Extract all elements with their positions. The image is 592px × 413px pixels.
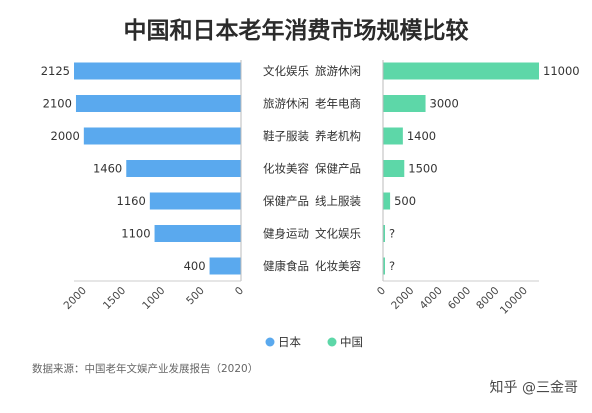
china-category-label-6: 文化娱乐 (315, 227, 361, 241)
china-category-label-4: 保健产品 (315, 162, 361, 176)
japan-bar-1 (74, 62, 241, 80)
china-tick-label-1: 0 (375, 285, 388, 298)
china-value-label-2: 3000 (430, 97, 459, 111)
watermark: 知乎 @三金哥 (490, 379, 578, 396)
japan-tick-label-4: 500 (184, 285, 207, 308)
china-bar-3 (383, 127, 403, 145)
japan-category-label-4: 化妆美容 (263, 162, 309, 176)
china-category-label-5: 线上服装 (315, 194, 361, 208)
chart-title: 中国和日本老年消费市场规模比较 (124, 17, 469, 44)
legend-label-japan: 日本 (278, 335, 301, 349)
china-tick-label-4: 6000 (446, 285, 473, 312)
japan-tick-label-3: 1000 (140, 285, 167, 312)
japan-tick-label-1: 2000 (62, 285, 89, 312)
japan-value-label-2: 2100 (43, 97, 72, 111)
china-tick-label-3: 4000 (417, 285, 444, 312)
china-value-label-5: 500 (394, 194, 416, 208)
japan-bar-7 (209, 257, 241, 275)
china-value-label-7: ? (389, 259, 395, 273)
china-bar-4 (383, 160, 405, 177)
japan-category-label-5: 保健产品 (263, 194, 309, 208)
japan-tick-label-5: 0 (233, 285, 246, 298)
japan-value-label-5: 1160 (117, 194, 146, 208)
japan-value-label-1: 2125 (41, 64, 70, 78)
china-bar-1 (383, 62, 539, 80)
japan-bar-6 (154, 225, 241, 242)
china-category-label-1: 旅游休闲 (315, 64, 361, 78)
japan-category-label-2: 旅游休闲 (263, 97, 309, 111)
japan-category-label-7: 健康食品 (263, 259, 309, 273)
china-category-label-2: 老年电商 (315, 97, 361, 111)
china-value-label-6: ? (389, 227, 395, 241)
china-bar-2 (383, 95, 426, 112)
japan-value-label-4: 1460 (93, 162, 122, 176)
china-bar-5 (383, 192, 391, 210)
japan-category-label-3: 鞋子服装 (263, 129, 309, 143)
legend: 日本 中国 (265, 335, 363, 349)
japan-category-label-1: 文化娱乐 (263, 64, 309, 78)
china-tick-label-2: 2000 (389, 285, 416, 312)
china-value-label-1: 11000 (543, 64, 580, 78)
legend-marker-japan (265, 337, 275, 347)
japan-bar-3 (83, 127, 241, 145)
source-note: 数据来源：中国老年文娱产业发展报告（2020） (32, 362, 258, 375)
japan-value-label-7: 400 (184, 259, 206, 273)
legend-label-china: 中国 (340, 335, 363, 349)
china-bar-6 (383, 225, 385, 242)
japan-bar-4 (126, 160, 241, 177)
japan-category-label-6: 健身运动 (263, 227, 309, 241)
china-category-label-7: 化妆美容 (315, 259, 361, 273)
japan-value-label-3: 2000 (51, 129, 80, 143)
china-value-label-3: 1400 (407, 129, 436, 143)
japan-bar-2 (75, 95, 241, 112)
japan-value-label-6: 1100 (121, 227, 150, 241)
japan-bar-5 (149, 192, 241, 210)
japan-tick-label-2: 1500 (101, 285, 128, 312)
china-tick-label-6: 10000 (498, 285, 530, 317)
china-value-label-4: 1500 (408, 162, 437, 176)
china-bar-7 (383, 257, 385, 275)
china-category-label-3: 养老机构 (315, 129, 361, 143)
legend-marker-china (327, 337, 337, 347)
